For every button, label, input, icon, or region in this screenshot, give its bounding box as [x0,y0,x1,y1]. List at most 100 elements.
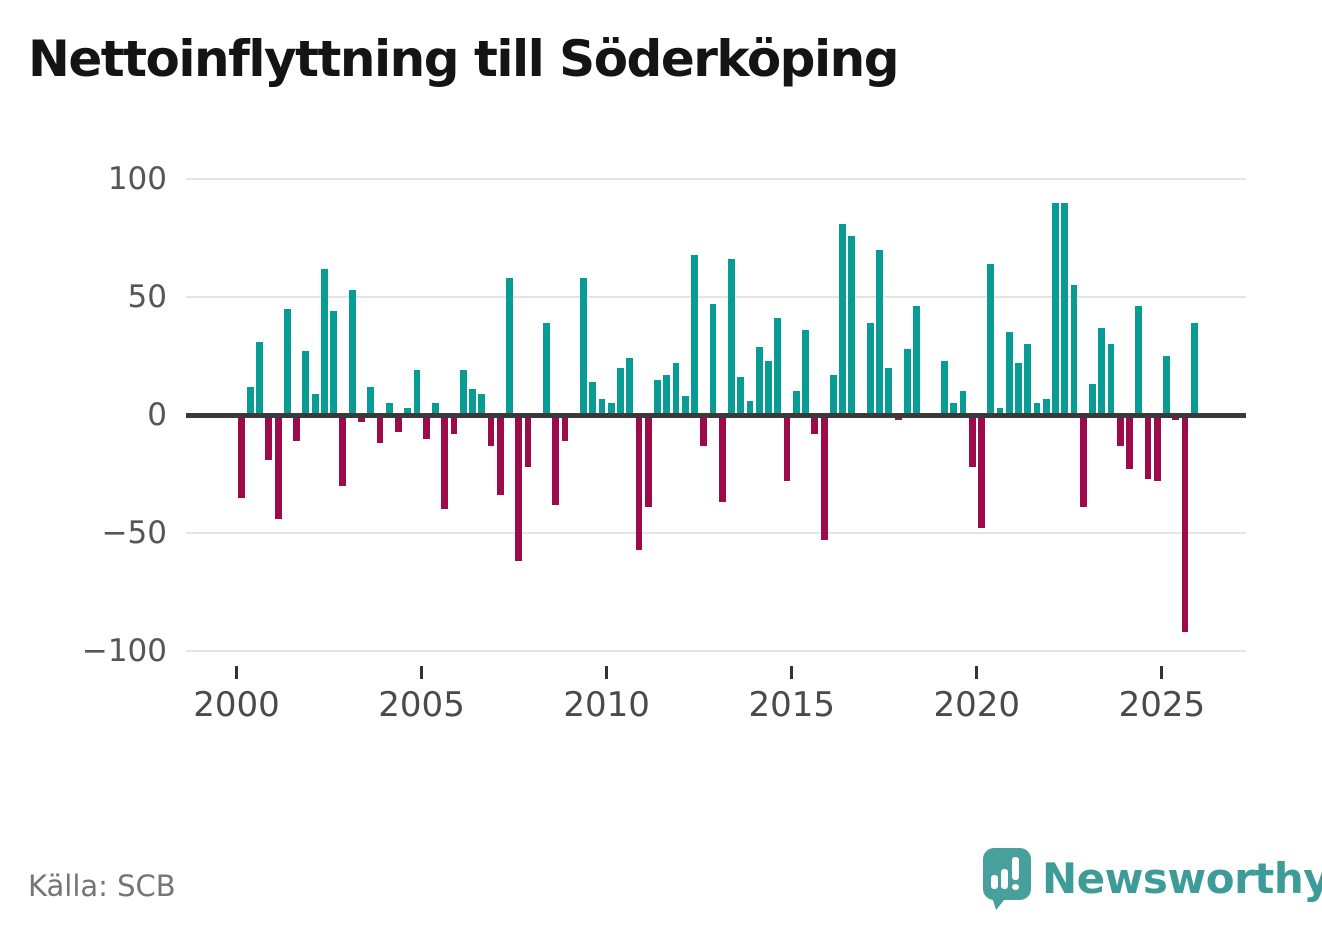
source-note: Källa: SCB [28,869,176,903]
brand-wordmark: Newsworthy [1042,854,1322,903]
bar-positive [256,341,264,415]
logo-bar-medium [1001,869,1008,889]
x-axis-tick-mark [975,666,979,679]
bar-positive [330,311,338,415]
bar-positive [950,403,958,415]
speech-bubble-bar-chart-icon [983,848,1031,900]
bar-negative [1116,415,1124,446]
bar-negative [293,415,301,441]
bar-positive [1052,202,1059,415]
bar-positive [959,391,967,415]
bar-negative [978,415,985,529]
bar-positive [802,330,809,415]
bar-positive [792,391,800,415]
y-axis-tick-label: 50 [127,279,167,315]
bar-negative [1144,415,1152,479]
bar-positive [246,386,254,415]
bar-positive [1190,323,1198,415]
speech-bubble-tail [991,894,1009,910]
bar-negative [1126,415,1133,470]
bar-negative [811,415,819,434]
bar-positive [996,407,1004,415]
x-axis-tick-label: 2020 [933,685,1021,725]
bar-negative [700,415,708,446]
bar-positive [987,264,995,415]
bar-positive [691,254,698,415]
x-axis-tick-mark [420,666,424,679]
bar-negative [635,415,643,550]
bar-positive [1024,344,1032,415]
bar-positive [367,386,375,415]
bar-negative [441,415,449,510]
bar-negative [552,415,560,505]
bar-negative [820,415,828,541]
bar-positive [626,358,634,415]
bar-positive [404,407,412,415]
bar-positive [728,259,735,415]
bar-negative [395,415,402,432]
bar-positive [432,403,439,415]
bar-positive [385,403,393,415]
bar-positive [774,318,782,415]
bar-positive [302,351,310,415]
x-axis-tick-mark [235,666,238,679]
bar-positive [672,363,680,415]
x-axis-tick-label: 2010 [563,685,650,725]
bar-negative [358,415,365,423]
bar-positive [755,346,763,415]
bar-positive [941,360,948,415]
x-axis-tick-label: 2005 [378,685,465,725]
bar-positive [1107,344,1115,415]
bar-positive [654,379,661,415]
y-axis-tick-label: −50 [101,515,167,551]
newsworthy-logo: Newsworthy [983,846,1322,916]
bar-negative [1181,415,1189,633]
bar-positive [913,306,921,415]
bar-positive [1042,398,1050,415]
bar-positive [876,249,884,415]
bar-negative [237,415,245,498]
bar-negative [1153,415,1161,482]
bar-negative [524,415,532,467]
bar-positive [848,235,856,415]
y-axis-tick-label: 0 [147,397,167,433]
bar-positive [765,360,772,415]
bar-positive [1033,403,1041,415]
bar-positive [829,374,837,415]
zero-axis-line [186,412,1246,418]
bar-negative [274,415,282,519]
bar-positive [1061,202,1069,415]
bar-negative [783,415,791,482]
bar-positive [598,398,606,415]
bar-positive [469,389,476,415]
bar-positive [1163,356,1170,415]
bar-negative [968,415,976,467]
bar-positive [607,403,615,415]
bar-negative [265,415,273,460]
bar-positive [589,382,597,415]
bar-positive [746,400,754,415]
bar-positive [737,377,745,415]
x-axis-tick-label: 2015 [748,685,835,725]
bar-negative [561,415,569,441]
bar-positive [283,308,291,415]
bar-negative [339,415,347,486]
logo-exclamation-stem [1012,857,1019,880]
bar-positive [1015,363,1022,415]
x-axis-tick-mark [790,666,794,679]
bar-negative [515,415,523,562]
x-axis-tick-mark [1160,666,1164,679]
y-axis-tick-label: −100 [81,633,167,669]
bar-positive [320,268,328,415]
bar-positive [1135,306,1143,415]
bar-positive [506,278,513,415]
x-axis-tick-label: 2000 [193,685,280,725]
x-axis-tick-mark [605,666,609,679]
bar-positive [903,348,911,415]
bar-positive [663,374,671,415]
logo-exclamation-dot [1012,884,1019,890]
bar-positive [681,396,689,415]
bar-positive [311,393,319,415]
bar-positive [413,370,421,415]
